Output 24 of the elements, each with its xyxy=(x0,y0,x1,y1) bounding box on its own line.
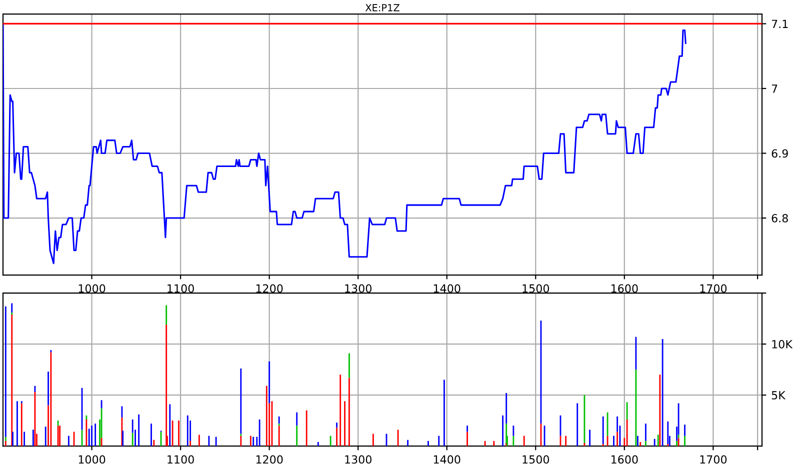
y-tick-label: 7 xyxy=(772,84,778,93)
x-tick-label: 1000 xyxy=(78,455,106,464)
x-tick-label: 1700 xyxy=(700,284,727,293)
x-tick-label: 1300 xyxy=(345,455,372,464)
x-tick-label: 1400 xyxy=(434,284,460,293)
chart-title: XE:P1Z xyxy=(365,4,400,12)
y-tick-label: 5K xyxy=(772,391,786,400)
x-tick-label: 1300 xyxy=(345,284,372,293)
y-tick-label: 10K xyxy=(772,340,793,348)
x-tick-label: 1200 xyxy=(256,455,283,464)
y-tick-label: 6.8 xyxy=(772,214,788,222)
x-tick-label: 1000 xyxy=(78,284,106,293)
line-series xyxy=(3,22,686,264)
x-tick-label: 1500 xyxy=(522,455,550,464)
y-tick-label: 6.9 xyxy=(772,149,788,158)
y-tick-label: 7.1 xyxy=(772,20,788,28)
x-tick-label: 1200 xyxy=(256,284,283,293)
x-tick-label: 1100 xyxy=(168,455,194,464)
x-tick-label: 1500 xyxy=(522,284,550,293)
x-tick-label: 1600 xyxy=(611,284,638,293)
x-tick-label: 1400 xyxy=(434,455,460,464)
x-tick-label: 1600 xyxy=(611,455,638,464)
x-tick-label: 1100 xyxy=(168,284,194,293)
x-tick-label: 1700 xyxy=(700,455,727,464)
